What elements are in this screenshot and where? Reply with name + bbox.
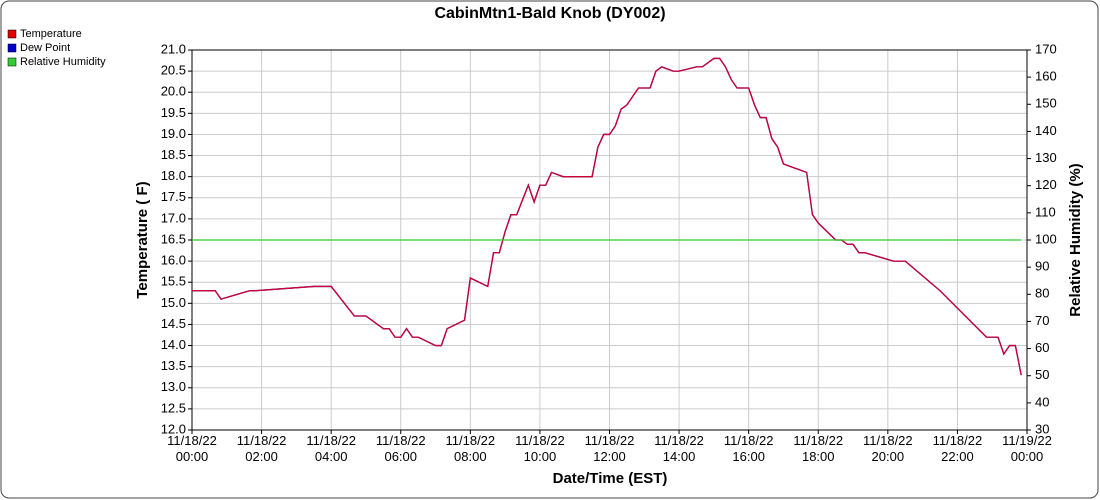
legend-swatch [7,43,17,53]
x-tick-label: 11/18/22 12:00 [585,433,635,464]
legend-label: Dew Point [20,42,70,54]
x-tick-label: 11/18/22 20:00 [863,433,913,464]
y-tick-label: 18.5 [161,147,186,162]
legend-label: Relative Humidity [20,56,106,68]
y2-tick-label: 90 [1035,259,1049,274]
y2-tick-label: 140 [1035,123,1057,138]
y-tick-label: 20.5 [161,63,186,78]
y-tick-label: 17.5 [161,189,186,204]
y-tick-label: 12.0 [161,421,186,436]
y-tick-label: 21.0 [161,41,186,56]
y-axis-title: Temperature ( F) [134,181,151,298]
legend-swatch [7,29,17,39]
y-tick-label: 14.0 [161,337,186,352]
y-tick-label: 18.0 [161,168,186,183]
y2-tick-label: 130 [1035,150,1057,165]
x-axis-title: Date/Time (EST) [553,470,668,487]
x-tick-label: 11/18/22 04:00 [306,433,356,464]
x-tick-label: 11/18/22 02:00 [237,433,287,464]
y-tick-label: 17.0 [161,210,186,225]
y-tick-label: 16.5 [161,231,186,246]
x-tick-label: 11/18/22 18:00 [793,433,843,464]
y2-tick-label: 50 [1035,367,1049,382]
y2-tick-label: 110 [1035,204,1056,219]
y2-tick-label: 70 [1035,313,1049,328]
x-tick-label: 11/19/22 00:00 [1002,433,1052,464]
y2-tick-label: 100 [1035,231,1057,246]
y2-axis-title: Relative Humidity (%) [1067,163,1084,316]
y-tick-label: 19.5 [161,105,186,120]
x-tick-label: 11/18/22 08:00 [446,433,496,464]
y-tick-label: 20.0 [161,84,186,99]
y2-tick-label: 60 [1035,340,1049,355]
y-tick-label: 15.0 [161,295,186,310]
y2-tick-label: 80 [1035,286,1049,301]
y2-tick-label: 30 [1035,421,1049,436]
y2-tick-label: 40 [1035,394,1049,409]
y2-tick-label: 150 [1035,96,1057,111]
y-tick-label: 14.5 [161,316,186,331]
y-tick-label: 13.0 [161,379,186,394]
x-tick-label: 11/18/22 10:00 [515,433,565,464]
x-tick-label: 11/18/22 16:00 [724,433,774,464]
legend-swatch [7,57,17,67]
x-tick-label: 11/18/22 14:00 [654,433,704,464]
y-tick-label: 13.5 [161,358,186,373]
chart-title: CabinMtn1-Bald Knob (DY002) [434,5,665,22]
x-tick-label: 11/18/22 06:00 [376,433,426,464]
x-tick-label: 11/18/22 00:00 [167,433,217,464]
y-tick-label: 15.5 [161,274,186,289]
y2-tick-label: 120 [1035,177,1057,192]
y-tick-label: 12.5 [161,400,186,415]
y-tick-label: 16.0 [161,253,186,268]
y2-tick-label: 170 [1035,41,1057,56]
x-tick-label: 11/18/22 22:00 [933,433,983,464]
legend-label: Temperature [20,28,82,40]
series-line [192,57,1022,376]
y2-tick-label: 160 [1035,69,1057,84]
y-tick-label: 19.0 [161,126,186,141]
